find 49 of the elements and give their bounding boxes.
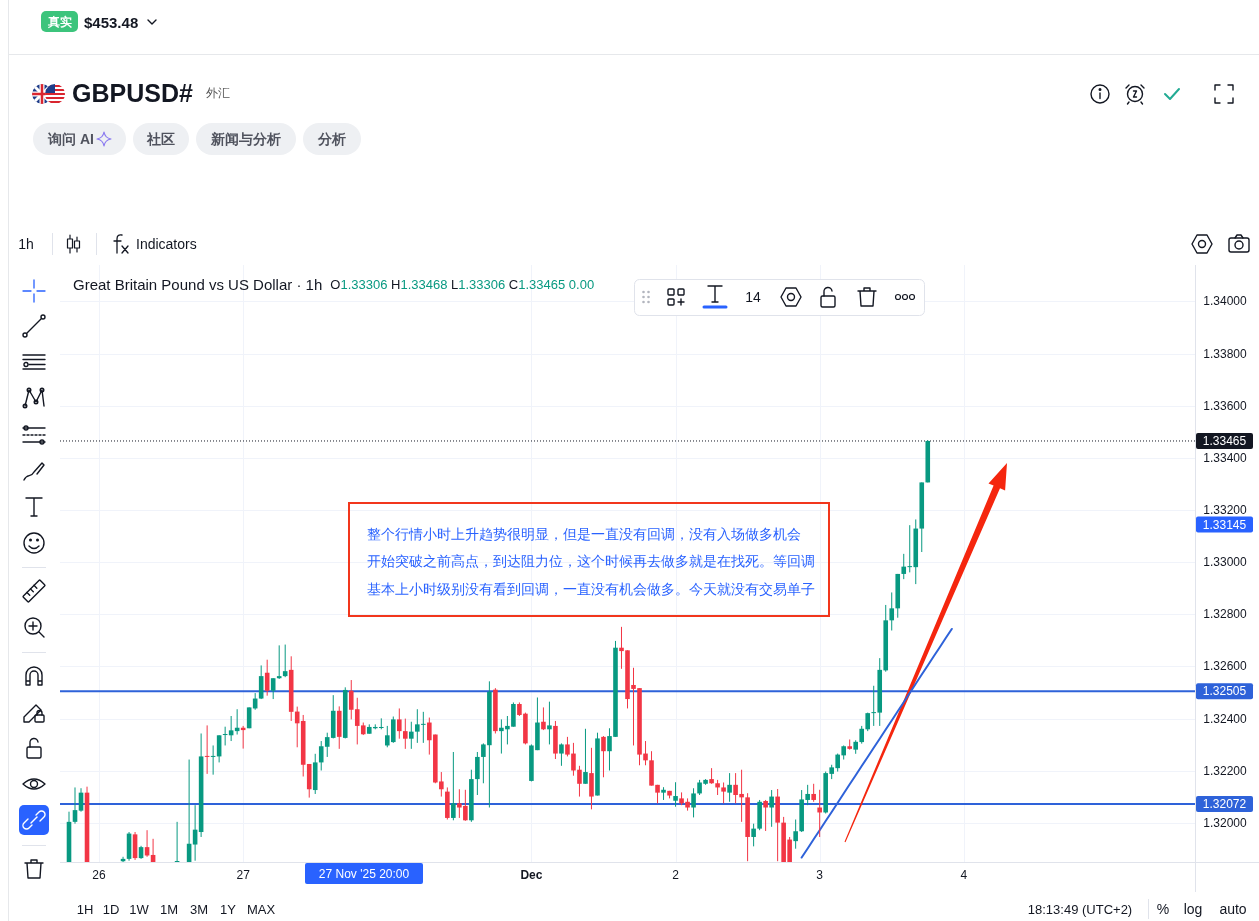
y-tick-label: 1.33400 bbox=[1203, 450, 1248, 465]
ref-line-label: 1.33465 bbox=[1202, 433, 1247, 448]
x-tick-label: 27 bbox=[236, 868, 251, 882]
x-tick-label: 4 bbox=[960, 868, 968, 882]
y-tick-label: 1.32000 bbox=[1203, 815, 1248, 830]
y-tick-label: 1.33600 bbox=[1203, 398, 1248, 413]
text: O1.33306 H1.33468 L1.33306 C1.33465 0.00 bbox=[330, 276, 595, 292]
text: 1D bbox=[102, 901, 120, 917]
text: Indicators bbox=[136, 236, 197, 252]
text: 真实 bbox=[46, 14, 72, 29]
text: 询问 AI bbox=[47, 131, 94, 147]
text: MAX bbox=[246, 901, 276, 917]
y-tick-label: 1.33000 bbox=[1203, 555, 1248, 570]
text: 1W bbox=[129, 901, 150, 917]
text: auto bbox=[1219, 901, 1247, 917]
y-tick-label: 1.33200 bbox=[1203, 503, 1248, 518]
text: 外汇 bbox=[206, 86, 230, 100]
y-tick-label: 1.32600 bbox=[1203, 659, 1248, 674]
y-tick-label: 1.32800 bbox=[1203, 607, 1248, 622]
text: 1h bbox=[18, 236, 34, 252]
y-tick-label: 1.32400 bbox=[1203, 711, 1248, 726]
text: $453.48 bbox=[84, 13, 139, 31]
annotation: 基本上小时级别没有看到回调，一直没有机会做多。今天就没有交易单子 bbox=[367, 581, 815, 597]
y-tick-label: 1.34000 bbox=[1203, 294, 1248, 309]
x-tick-label: Dec bbox=[520, 868, 543, 882]
x-tick-label: 3 bbox=[816, 868, 824, 882]
text: 1.33145 bbox=[1202, 517, 1247, 532]
annotation: 14 bbox=[745, 289, 761, 305]
text: Great Britain Pound vs US Dollar · 1h bbox=[73, 275, 323, 293]
text: 社区 bbox=[146, 131, 175, 147]
text: GBPUSD# bbox=[72, 79, 193, 107]
text: 新闻与分析 bbox=[210, 131, 281, 147]
x-tick-label: 2 bbox=[672, 868, 680, 882]
y-tick-label: 1.33800 bbox=[1203, 346, 1248, 361]
ref-line-label: 1.32505 bbox=[1202, 684, 1247, 699]
annotation: 开始突破之前高点，到达阻力位，这个时候再去做多就是在找死。等回调 bbox=[367, 554, 815, 569]
text: 18:13:49 (UTC+2) bbox=[1027, 901, 1133, 917]
text: 1M bbox=[159, 901, 179, 917]
text: 1Y bbox=[220, 901, 237, 917]
text: 1H bbox=[76, 901, 94, 917]
x-tick-label: 26 bbox=[92, 868, 107, 882]
text: 3M bbox=[189, 901, 209, 917]
text: 27 Nov '25 20:00 bbox=[318, 866, 410, 881]
text: 分析 bbox=[317, 131, 346, 147]
ref-line-label: 1.32072 bbox=[1202, 797, 1247, 812]
y-tick-label: 1.32200 bbox=[1203, 763, 1248, 778]
text: log bbox=[1183, 901, 1203, 917]
annotation: 整个行情小时上升趋势很明显，但是一直没有回调，没有入场做多机会 bbox=[367, 526, 801, 542]
text: % bbox=[1156, 901, 1170, 917]
